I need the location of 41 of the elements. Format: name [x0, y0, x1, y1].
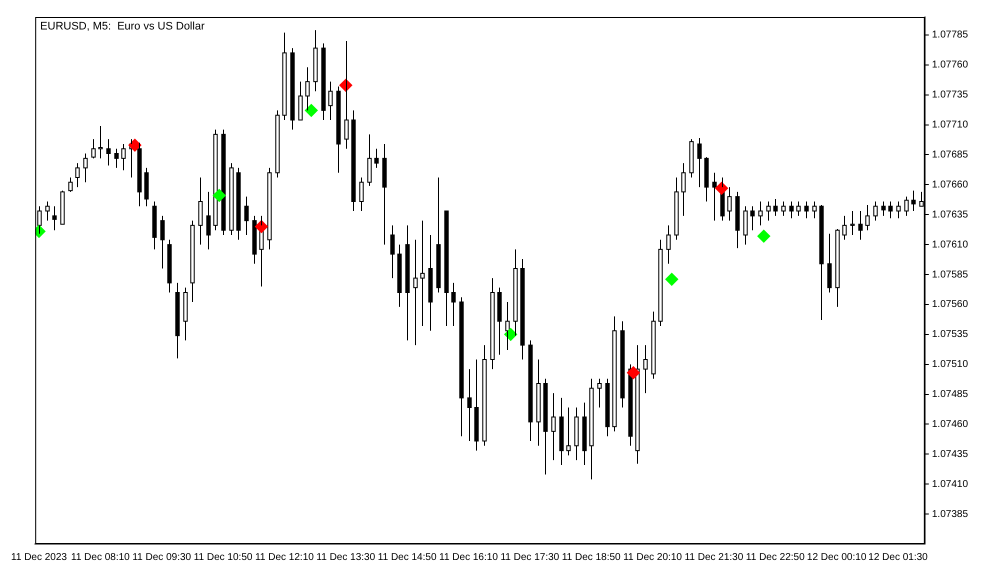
x-tick-label: 12 Dec 00:10: [806, 552, 867, 563]
y-tick-label: 1.07735: [932, 90, 968, 101]
point: [665, 272, 678, 286]
y-tick-label: 1.07485: [932, 389, 968, 400]
x-tick-label: 11 Dec 13:30: [316, 552, 376, 563]
y-tick-label: 1.07710: [932, 120, 968, 131]
x-tick-label: 11 Dec 18:50: [562, 552, 622, 563]
point: [626, 366, 640, 380]
x-tick-label: 11 Dec 08:10: [70, 552, 130, 563]
y-tick-label: 1.07760: [932, 60, 968, 71]
chart-title: EURUSD, M5: Euro vs US Dollar: [40, 20, 205, 33]
x-tick-label: 11 Dec 14:50: [378, 552, 437, 563]
y-tick-label: 1.07410: [932, 478, 968, 490]
point: [128, 138, 142, 152]
y-tick-label: 1.07510: [932, 359, 968, 370]
y-tick-label: 1.07560: [932, 299, 968, 310]
x-tick-label: 11 Dec 21:30: [684, 552, 744, 563]
y-tick-label: 1.07385: [932, 508, 968, 520]
y-tick-label: 1.07685: [932, 149, 968, 160]
x-tick-label: 11 Dec 17:30: [500, 552, 560, 563]
y-tick-label: 1.07585: [932, 269, 968, 280]
x-tick-label: 11 Dec 12:10: [255, 552, 314, 563]
y-tick-label: 1.07785: [932, 30, 968, 41]
x-tick-label: 11 Dec 09:30: [132, 552, 192, 563]
y-tick-label: 1.07635: [932, 209, 968, 220]
y-tick-label: 1.07535: [932, 329, 968, 340]
point: [212, 188, 226, 202]
x-tick-label: 11 Dec 10:50: [194, 552, 253, 563]
y-tick-label: 1.07435: [932, 448, 968, 460]
x-tick-label: 11 Dec 2023: [11, 552, 68, 563]
point: [304, 104, 318, 117]
x-tick-label: 11 Dec 16:10: [439, 552, 498, 563]
point: [757, 230, 770, 243]
x-tick-label: 11 Dec 20:10: [623, 552, 682, 563]
y-tick-label: 1.07610: [932, 239, 968, 250]
x-tick-label: 11 Dec 22:50: [746, 552, 806, 563]
x-tick-label: 12 Dec 01:30: [868, 552, 928, 563]
y-tick-label: 1.07460: [932, 418, 968, 430]
point: [715, 182, 728, 195]
y-tick-label: 1.07660: [932, 179, 968, 190]
point: [254, 220, 268, 234]
